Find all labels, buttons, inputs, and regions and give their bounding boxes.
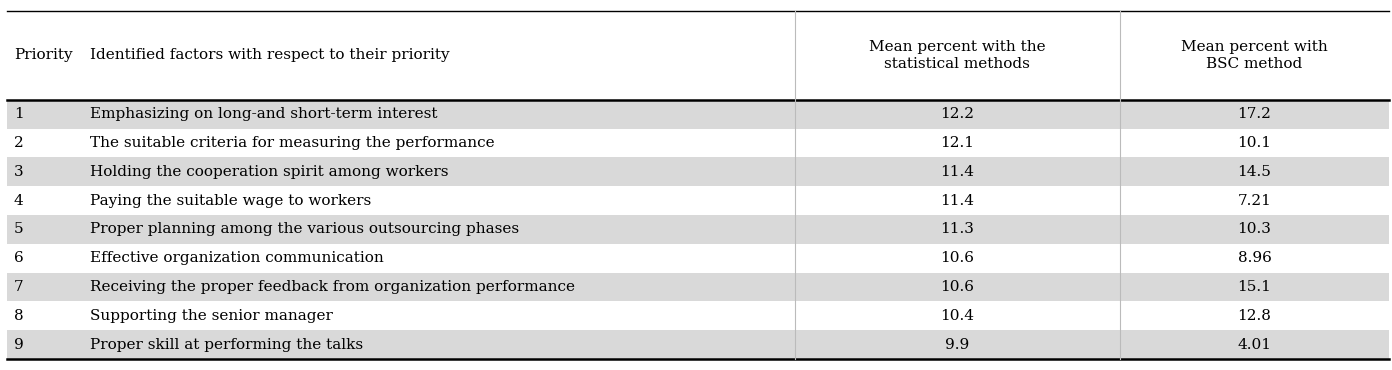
Text: 14.5: 14.5 <box>1237 165 1271 179</box>
Text: 15.1: 15.1 <box>1237 280 1271 294</box>
Text: Receiving the proper feedback from organization performance: Receiving the proper feedback from organ… <box>90 280 575 294</box>
Text: 10.3: 10.3 <box>1237 222 1271 236</box>
Text: Proper skill at performing the talks: Proper skill at performing the talks <box>90 337 363 351</box>
Text: Mean percent with
BSC method: Mean percent with BSC method <box>1180 40 1328 71</box>
Text: 1: 1 <box>14 107 24 121</box>
Text: Mean percent with the
statistical methods: Mean percent with the statistical method… <box>869 40 1045 71</box>
Text: Holding the cooperation spirit among workers: Holding the cooperation spirit among wor… <box>90 165 448 179</box>
Bar <box>7 129 1389 158</box>
Text: 3: 3 <box>14 165 24 179</box>
Text: 17.2: 17.2 <box>1237 107 1271 121</box>
Text: 11.4: 11.4 <box>940 194 974 208</box>
Text: Supporting the senior manager: Supporting the senior manager <box>90 309 333 323</box>
Text: 10.6: 10.6 <box>940 251 974 265</box>
Text: 7: 7 <box>14 280 24 294</box>
Text: 10.6: 10.6 <box>940 280 974 294</box>
Text: 4.01: 4.01 <box>1237 337 1271 351</box>
Bar <box>7 215 1389 244</box>
Text: 5: 5 <box>14 222 24 236</box>
Text: Effective organization communication: Effective organization communication <box>90 251 384 265</box>
Bar <box>7 273 1389 301</box>
Bar <box>7 244 1389 273</box>
Text: 8: 8 <box>14 309 24 323</box>
Text: 12.2: 12.2 <box>940 107 974 121</box>
Bar <box>7 100 1389 129</box>
Text: Emphasizing on long-and short-term interest: Emphasizing on long-and short-term inter… <box>90 107 437 121</box>
Text: 7.21: 7.21 <box>1237 194 1271 208</box>
Text: The suitable criteria for measuring the performance: The suitable criteria for measuring the … <box>90 136 494 150</box>
Text: 11.4: 11.4 <box>940 165 974 179</box>
Text: Priority: Priority <box>14 48 72 63</box>
Text: 6: 6 <box>14 251 24 265</box>
Text: 2: 2 <box>14 136 24 150</box>
Text: 12.8: 12.8 <box>1237 309 1271 323</box>
Bar <box>7 330 1389 359</box>
Text: 8.96: 8.96 <box>1237 251 1271 265</box>
Text: Proper planning among the various outsourcing phases: Proper planning among the various outsou… <box>90 222 519 236</box>
Text: 9: 9 <box>14 337 24 351</box>
Text: 12.1: 12.1 <box>940 136 974 150</box>
Text: Paying the suitable wage to workers: Paying the suitable wage to workers <box>90 194 372 208</box>
Text: Identified factors with respect to their priority: Identified factors with respect to their… <box>90 48 450 63</box>
Bar <box>7 158 1389 186</box>
Text: 10.4: 10.4 <box>940 309 974 323</box>
Text: 9.9: 9.9 <box>945 337 969 351</box>
Bar <box>7 301 1389 330</box>
Text: 11.3: 11.3 <box>941 222 974 236</box>
Text: 4: 4 <box>14 194 24 208</box>
Bar <box>7 186 1389 215</box>
Text: 10.1: 10.1 <box>1237 136 1271 150</box>
